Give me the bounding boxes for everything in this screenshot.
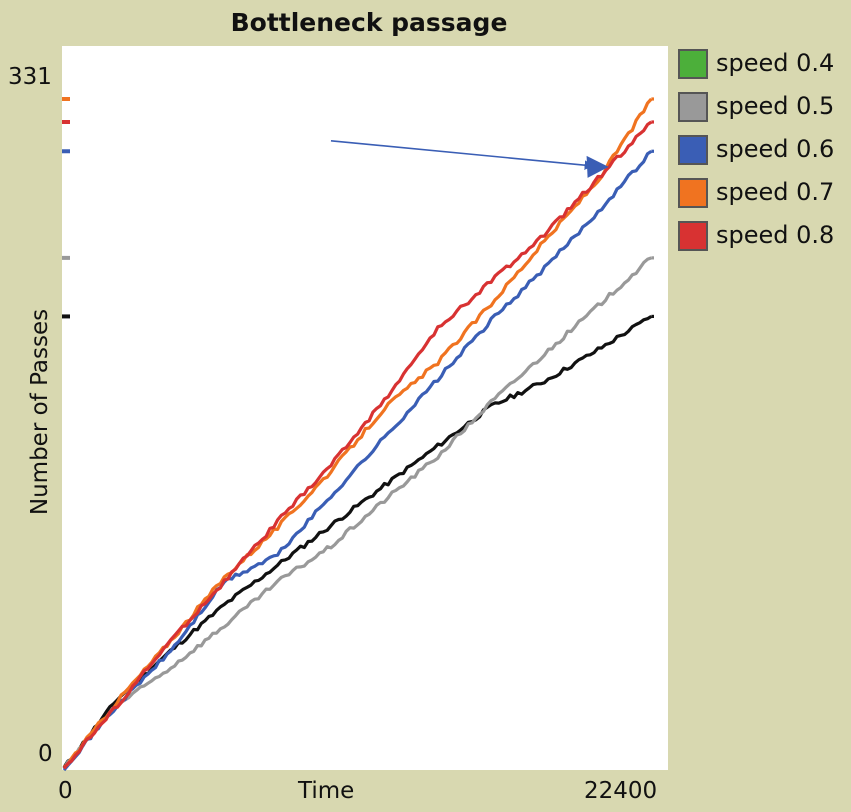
series-line-speed-0_6	[62, 149, 653, 772]
axis-edge-ticks	[62, 96, 70, 319]
legend-label: speed 0.7	[716, 178, 835, 206]
legend-swatch	[678, 49, 708, 79]
series-lines	[62, 97, 654, 772]
annotation-arrowhead	[586, 155, 609, 178]
legend-label: speed 0.8	[716, 221, 835, 249]
legend-swatch	[678, 221, 708, 251]
annotations	[330, 140, 609, 178]
y-axis-label: Number of Passes	[27, 308, 53, 516]
x-tick-max: 22400	[584, 778, 658, 804]
legend-label: speed 0.4	[716, 49, 835, 77]
series-line-speed-0_8	[62, 120, 653, 770]
series-line-speed-0_5	[62, 256, 652, 770]
legend-swatch	[678, 92, 708, 122]
legend-label: speed 0.5	[716, 92, 835, 120]
x-tick-min: 0	[58, 778, 73, 804]
annotation-arrow	[330, 140, 595, 170]
chart-title: Bottleneck passage	[230, 8, 508, 37]
y-tick-max: 331	[8, 64, 52, 90]
series-line-black	[62, 315, 653, 769]
legend-label: speed 0.6	[716, 135, 835, 163]
legend-swatch	[678, 135, 708, 165]
x-axis-label: Time	[298, 778, 355, 804]
legend-swatch	[678, 178, 708, 208]
y-tick-min: 0	[38, 741, 53, 767]
